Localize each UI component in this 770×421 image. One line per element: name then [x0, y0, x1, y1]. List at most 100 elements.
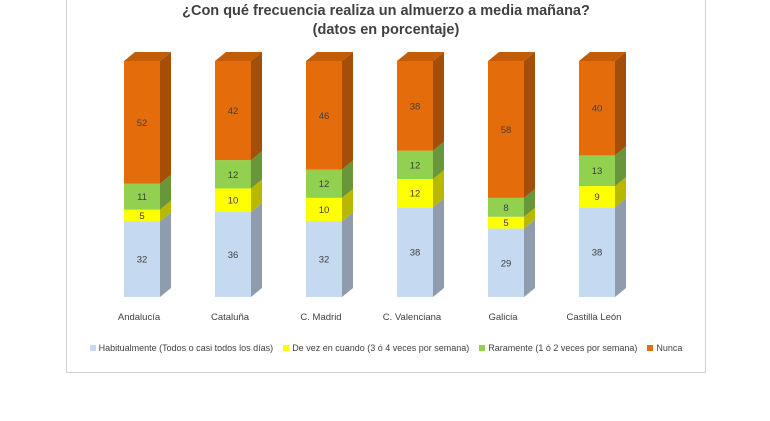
bar-segment-0-0 [124, 221, 160, 297]
legend-item-3: Nunca [647, 343, 682, 353]
bar-side-0-1 [160, 200, 171, 222]
bar-side-4-0 [524, 219, 535, 297]
data-label-4-0: 29 [501, 258, 512, 269]
bar-segment-3-2 [397, 150, 433, 179]
category-label-4: Galicia [488, 312, 518, 323]
bar-side-5-1 [615, 177, 626, 208]
data-label-5-0: 38 [592, 248, 603, 259]
bar-segment-5-2 [579, 155, 615, 187]
data-label-2-0: 32 [319, 255, 330, 266]
bar-side-5-2 [615, 146, 626, 187]
bar-segment-3-3 [397, 61, 433, 151]
bar-side-4-1 [524, 207, 535, 229]
category-label-2: C. Madrid [300, 312, 341, 323]
data-label-2-2: 12 [319, 179, 330, 190]
bar-segment-5-0 [579, 207, 615, 297]
bar-segment-4-0 [488, 228, 524, 297]
bar-top-0 [124, 52, 171, 61]
data-label-1-2: 12 [228, 170, 239, 181]
bar-segment-3-1 [397, 179, 433, 208]
bar-stack-2: 32 10 12 46 [306, 52, 353, 297]
legend-label-2: Raramente (1 ó 2 veces por semana) [488, 343, 638, 353]
bar-segment-1-2 [215, 160, 251, 189]
data-label-0-3: 52 [137, 118, 148, 129]
data-label-1-0: 36 [228, 250, 239, 261]
bar-side-1-2 [251, 151, 262, 189]
bar-side-3-0 [433, 198, 444, 297]
bar-side-0-0 [160, 212, 171, 297]
category-label-0: Andalucía [118, 312, 161, 323]
data-label-3-0: 38 [410, 248, 421, 259]
bar-stack-5: 38 9 13 40 [579, 52, 626, 297]
legend-item-1: De vez en cuando (3 ó 4 veces por semana… [283, 343, 469, 353]
data-label-2-3: 46 [319, 111, 330, 122]
bar-segment-5-1 [579, 186, 615, 208]
bar-segment-2-1 [306, 197, 342, 222]
bar-stack-1: 36 10 12 42 [215, 52, 262, 297]
category-label-5: Castilla León [567, 312, 622, 323]
chart-title-line-2: (datos en porcentaje) [312, 22, 460, 38]
data-label-4-2: 8 [503, 203, 508, 214]
bar-segment-1-3 [215, 61, 251, 161]
bar-side-2-0 [342, 212, 353, 297]
bar-segment-1-1 [215, 188, 251, 213]
chart-title-line-1: ¿Con qué frecuencia realiza un almuerzo … [182, 3, 590, 19]
bar-segment-4-1 [488, 216, 524, 229]
bar-side-0-2 [160, 174, 171, 210]
bar-side-4-2 [524, 188, 535, 217]
data-label-4-3: 58 [501, 125, 512, 136]
bar-segment-3-0 [397, 207, 433, 297]
legend-swatch-0 [89, 344, 96, 351]
bar-segment-4-3 [488, 61, 524, 198]
bar-segment-2-3 [306, 61, 342, 170]
bar-side-5-0 [615, 198, 626, 297]
data-label-5-3: 40 [592, 104, 603, 115]
chart-title: ¿Con qué frecuencia realiza un almuerzo … [66, 2, 706, 40]
category-label-3: C. Valenciana [383, 312, 442, 323]
legend-label-3: Nunca [656, 343, 683, 353]
bar-segment-1-0 [215, 212, 251, 297]
bar-side-3-1 [433, 170, 444, 208]
bar-segment-5-3 [579, 61, 615, 156]
bar-side-2-3 [342, 52, 353, 170]
data-label-0-1: 5 [139, 211, 144, 222]
bar-segment-2-2 [306, 169, 342, 198]
data-label-5-1: 9 [594, 192, 599, 203]
bar-side-1-3 [251, 52, 262, 161]
chart-legend: Habitualmente (Todos o casi todos los dí… [66, 343, 706, 353]
category-label-1: Cataluña [211, 312, 250, 323]
legend-label-0: Habitualmente (Todos o casi todos los dí… [98, 343, 274, 353]
bar-stack-3: 38 12 12 38 [397, 52, 444, 297]
bar-segment-0-2 [124, 183, 160, 210]
data-label-4-1: 5 [503, 218, 508, 229]
legend-item-0: Habitualmente (Todos o casi todos los dí… [89, 343, 274, 353]
bar-side-3-3 [433, 52, 444, 151]
bar-stack-0: 32 5 11 52 [124, 52, 171, 297]
bar-side-4-3 [524, 52, 535, 198]
bar-side-1-0 [251, 203, 262, 297]
bar-top-2 [306, 52, 353, 61]
bar-top-1 [215, 52, 262, 61]
bar-segment-4-2 [488, 197, 524, 217]
data-label-3-2: 12 [410, 160, 421, 171]
legend-swatch-2 [479, 344, 486, 351]
bar-side-2-2 [342, 160, 353, 198]
bar-side-1-1 [251, 179, 262, 213]
data-label-1-3: 42 [228, 106, 239, 117]
legend-swatch-3 [647, 344, 654, 351]
bar-side-5-3 [615, 52, 626, 156]
bar-top-3 [397, 52, 444, 61]
bar-segment-2-0 [306, 221, 342, 297]
legend-swatch-1 [283, 344, 290, 351]
legend-item-2: Raramente (1 ó 2 veces por semana) [479, 343, 637, 353]
data-label-0-2: 11 [137, 192, 147, 203]
bar-segment-0-1 [124, 209, 160, 222]
bar-side-3-2 [433, 141, 444, 179]
bar-top-5 [579, 52, 626, 61]
data-label-2-1: 10 [319, 205, 330, 216]
data-label-5-2: 13 [592, 166, 603, 177]
data-label-1-1: 10 [228, 196, 239, 207]
data-label-0-0: 32 [137, 255, 148, 266]
